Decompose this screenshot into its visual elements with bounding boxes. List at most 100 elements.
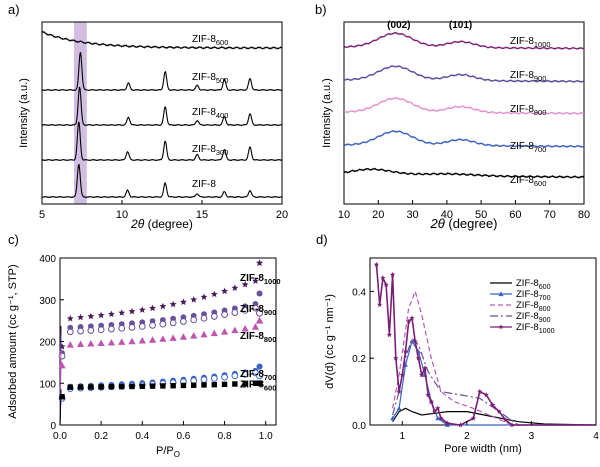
panel-c-point [200, 293, 208, 300]
panel-c-point [242, 380, 248, 387]
panel-d-point [428, 398, 435, 404]
panel-b-series-line [344, 31, 585, 50]
panel-d-xtick-label: 3 [529, 431, 535, 442]
panel-c-ytick-label: 100 [39, 379, 56, 390]
panel-b-peak-annotation: (002) [387, 20, 410, 31]
panel-d-point [415, 355, 422, 361]
panel-d-legend-label: ZIF-8600 [516, 278, 551, 291]
panel-b-series-label: ZIF-8600 [510, 175, 546, 188]
panel-d-point [483, 392, 489, 398]
panel-c-point [88, 384, 94, 390]
panel-c-point [231, 309, 239, 316]
panel-c-series-label: ZIF-8800 [240, 331, 276, 344]
panel-d-point [431, 408, 438, 414]
panel-a-xrd-zif8: a) ZIF-8600 ZIF-8500 ZIF-8400 ZIF-8300 ZIF-8 5… [8, 2, 288, 231]
panel-c-point [241, 325, 249, 332]
panel-a-highlight-band [74, 22, 87, 204]
panel-c-point [252, 380, 259, 386]
panel-d-point [477, 388, 483, 394]
panel-d-point [435, 405, 441, 411]
panel-c-point [77, 313, 84, 321]
panel-d-point [425, 392, 431, 398]
panel-c-ytick-label: 200 [39, 338, 56, 349]
panel-c-point [66, 314, 74, 322]
panel-c-point [128, 323, 136, 331]
panel-d-point [438, 415, 444, 421]
panel-c-point [77, 327, 84, 335]
panel-c-point [210, 313, 218, 320]
panel-b-series-label: ZIF-81000 [510, 36, 551, 49]
panel-a-series-line [41, 86, 283, 127]
panel-c-point [159, 320, 167, 328]
panel-c-xtick-label: 0.0 [53, 431, 67, 442]
panel-c-point [201, 382, 207, 388]
panel-c-ytick-label: 0 [50, 421, 56, 432]
panel-c-series-group [59, 290, 263, 426]
panel-c-adsorption-isotherms: c) ZIF-81000 ZIF-8900 ZIF-8800 ZIF-8700ZIF-8… [7, 232, 281, 459]
panel-c-point [108, 310, 115, 318]
panel-c-point [159, 302, 167, 310]
panel-c-point [191, 382, 197, 388]
panel-c-point [180, 382, 187, 389]
panel-a-series-line [41, 164, 283, 199]
panel-c-point [108, 384, 115, 390]
panel-c-point [211, 381, 217, 388]
panel-b-xtick-label: 30 [406, 209, 418, 221]
panel-b-series-label: ZIF-8700 [510, 141, 546, 154]
panel-b-xtick-label: 50 [475, 209, 487, 221]
panel-d-point [502, 417, 509, 423]
panel-a-frame [41, 21, 283, 205]
panel-c-point [98, 384, 104, 390]
panel-d-point [396, 405, 402, 411]
panel-c-point [149, 304, 156, 312]
panel-c-point [149, 321, 156, 329]
panel-c-xtick-label: 0.4 [135, 431, 149, 442]
panel-c-point [138, 323, 146, 330]
panel-d-series-line [375, 264, 596, 426]
panel-c-point [97, 326, 105, 334]
panel-c-point [221, 381, 228, 388]
panel-c-point [87, 327, 95, 334]
panel-c-point [179, 333, 188, 340]
panel-c-point [231, 326, 239, 334]
panel-d-ytick-label: 0.4 [352, 287, 366, 298]
panel-d-point [435, 415, 441, 421]
panel-d-point [389, 271, 396, 277]
panel-c-point [97, 339, 105, 347]
panel-a-series-line [41, 30, 283, 50]
panel-c-end-point [256, 380, 263, 387]
panel-d-xlabel: Pore width (nm) [444, 443, 522, 455]
panel-c-series-label: ZIF-8700 [240, 369, 276, 382]
panel-c-point [241, 370, 249, 378]
panel-d-point [377, 301, 383, 308]
panel-c-point [58, 361, 66, 369]
panel-c-series-label: ZIF-81000 [240, 273, 281, 286]
panel-c-point [252, 304, 259, 312]
panel-a-series-label: ZIF-8 [192, 179, 216, 190]
panel-c-xtick-label: 0.8 [218, 431, 232, 442]
panel-d-ytick-label: 0.2 [352, 354, 366, 365]
panel-a-series-label: ZIF-8300 [192, 144, 228, 157]
panel-a-xtick-label: 5 [39, 209, 45, 221]
panel-c-series-group [58, 369, 264, 426]
panel-c-point [241, 281, 249, 288]
panel-b-series-line [343, 96, 585, 115]
panel-c-point [210, 329, 218, 337]
panel-c-point [87, 340, 95, 347]
panel-d-series-group [392, 337, 596, 426]
panel-b-xtick-label: 40 [441, 209, 453, 221]
panel-c-letter: c) [8, 232, 19, 247]
panel-b-xrd-carbon: b) ZIF-81000 ZIF-8900 ZIF-8800 ZIF-8700 ZIF-8… [315, 2, 590, 231]
panel-c-point [232, 381, 238, 387]
panel-a-series-label: ZIF-8400 [192, 107, 228, 120]
panel-d-point [390, 415, 395, 421]
panel-d-point [399, 372, 405, 378]
panel-c-point [190, 316, 198, 324]
panel-c-point [220, 328, 229, 335]
panel-c-point [108, 325, 115, 333]
panel-b-series-line [343, 129, 585, 148]
panel-c-point [180, 318, 187, 325]
panel-d-point [383, 281, 389, 287]
panel-d-point [445, 422, 450, 427]
panel-c-series-group [59, 363, 263, 426]
